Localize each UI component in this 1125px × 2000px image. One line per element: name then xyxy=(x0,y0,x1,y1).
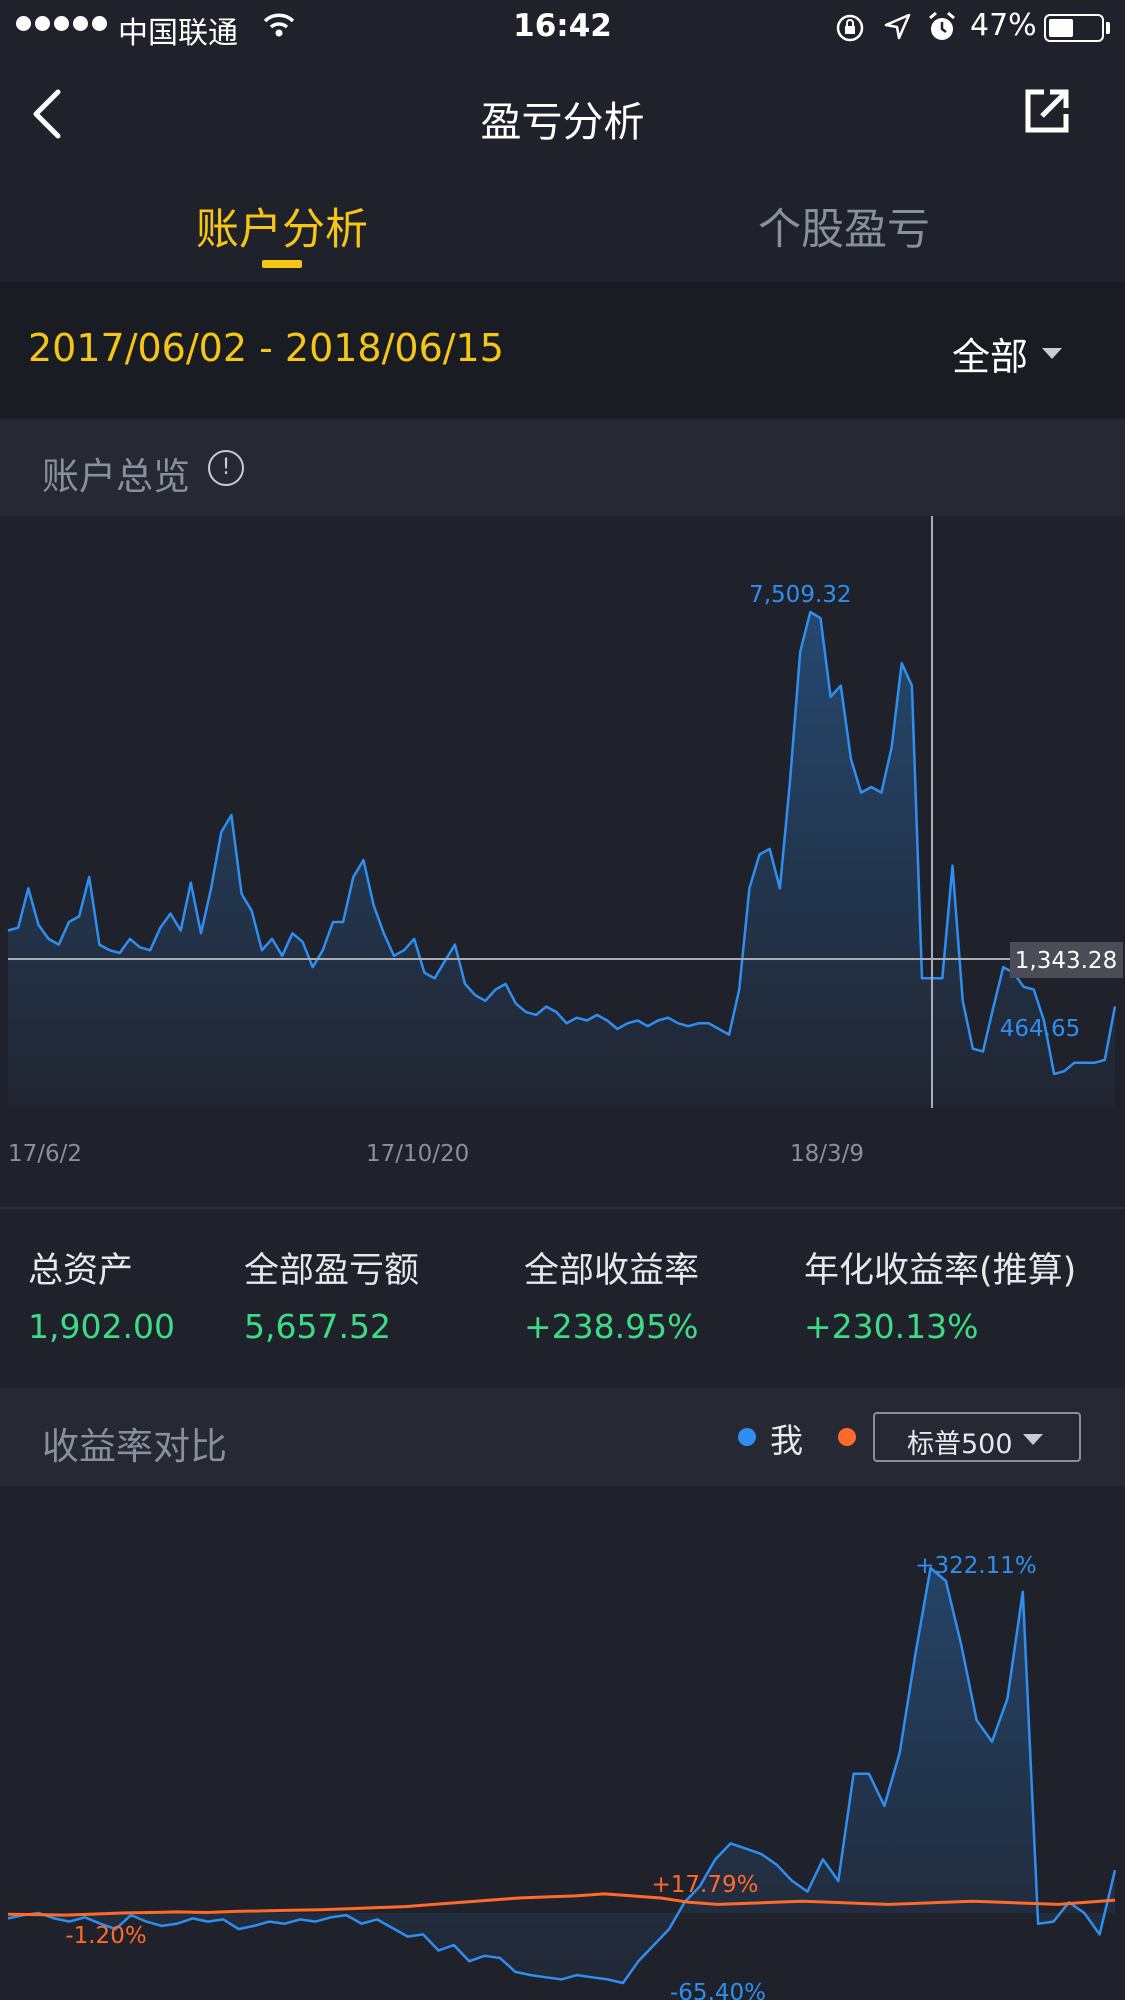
stat-annualized-return: 年化收益率(推算) +230.13% xyxy=(804,1242,1076,1346)
share-icon[interactable] xyxy=(1022,86,1072,136)
benchmark-min-label: -1.20% xyxy=(65,1923,146,1949)
clock: 16:42 xyxy=(513,8,612,44)
return-comparison-chart[interactable]: +322.11% +17.79% -1.20% -65.40% xyxy=(0,1488,1125,2000)
account-value-line xyxy=(7,610,1117,1076)
stat-value: 1,902.00 xyxy=(28,1307,175,1346)
legend-me-dot xyxy=(738,1428,756,1446)
wifi-icon xyxy=(263,13,295,37)
active-tab-indicator xyxy=(262,260,302,268)
legend-benchmark-dot xyxy=(838,1428,856,1446)
my-return-line xyxy=(7,1566,1117,1985)
stat-label: 全部收益率 xyxy=(524,1251,700,1291)
rotation-lock-icon xyxy=(836,14,864,42)
stat-total-pnl: 全部盈亏额 5,657.52 xyxy=(244,1242,419,1346)
stat-value: +238.95% xyxy=(524,1307,699,1346)
stat-value: +230.13% xyxy=(804,1307,979,1346)
battery-percentage: 47% xyxy=(970,8,1037,43)
crosshair-badge xyxy=(1010,942,1123,978)
benchmark-return-line xyxy=(7,1892,1116,1917)
x-tick-label: 17/6/2 xyxy=(8,1141,82,1167)
info-icon[interactable]: ! xyxy=(208,450,244,486)
x-tick-label: 17/10/20 xyxy=(366,1141,469,1167)
stat-label: 全部盈亏额 xyxy=(244,1251,420,1291)
back-chevron-icon[interactable] xyxy=(28,88,68,140)
legend-me-label: 我 xyxy=(770,1421,803,1460)
account-value-area xyxy=(8,612,1115,1106)
stat-value: 5,657.52 xyxy=(244,1307,391,1346)
tab-bar: 账户分析 个股盈亏 xyxy=(0,180,1125,280)
date-range-bar: 2017/06/02 - 2018/06/15 全部 xyxy=(0,282,1125,418)
comparison-title: 收益率对比 xyxy=(42,1425,227,1468)
stat-total-return: 全部收益率 +238.95% xyxy=(524,1242,699,1346)
period-filter-dropdown[interactable]: 全部 xyxy=(952,326,1028,381)
page-title: 盈亏分析 xyxy=(480,98,645,146)
battery-icon xyxy=(1044,14,1104,42)
min-value-label: 464.65 xyxy=(1000,1016,1080,1042)
tab-account-analysis[interactable]: 账户分析 xyxy=(196,205,368,255)
x-tick-label: 18/3/9 xyxy=(790,1141,864,1167)
status-bar: 中国联通 16:42 47% xyxy=(0,0,1125,56)
benchmark-label: 标普500 xyxy=(907,1429,1013,1460)
stats-row: 总资产 1,902.00 全部盈亏额 5,657.52 全部收益率 +238.9… xyxy=(0,1212,1125,1372)
signal-strength-icon xyxy=(16,16,107,31)
tab-stock-pnl[interactable]: 个股盈亏 xyxy=(758,205,930,255)
my-return-area xyxy=(8,1568,1115,1983)
comparison-header: 收益率对比 我 标普500 xyxy=(0,1388,1125,1486)
stat-label: 总资产 xyxy=(28,1251,134,1291)
my-max-label: +322.11% xyxy=(915,1553,1037,1579)
overview-title: 账户总览 xyxy=(42,455,190,498)
stat-label: 年化收益率(推算) xyxy=(804,1251,1077,1291)
dropdown-caret-icon xyxy=(1042,348,1062,359)
crosshair-value-label: 1,343.28 xyxy=(1015,948,1117,974)
benchmark-max-label: +17.79% xyxy=(652,1872,759,1898)
my-min-label: -65.40% xyxy=(670,1980,766,2000)
stat-total-assets: 总资产 1,902.00 xyxy=(28,1242,175,1346)
benchmark-dropdown[interactable]: 标普500 xyxy=(873,1412,1081,1462)
date-range[interactable]: 2017/06/02 - 2018/06/15 xyxy=(28,326,504,370)
max-value-label: 7,509.32 xyxy=(749,582,851,608)
location-icon xyxy=(884,13,911,40)
overview-header: 账户总览 ! xyxy=(0,420,1125,516)
account-value-chart[interactable]: 7,509.32 464.65 1,343.28 17/6/2 17/10/20 18/3… xyxy=(0,516,1125,1210)
period-filter-label: 全部 xyxy=(952,335,1029,379)
carrier-name: 中国联通 xyxy=(118,16,238,51)
dropdown-caret-icon xyxy=(1023,1434,1043,1445)
alarm-icon xyxy=(929,11,955,40)
